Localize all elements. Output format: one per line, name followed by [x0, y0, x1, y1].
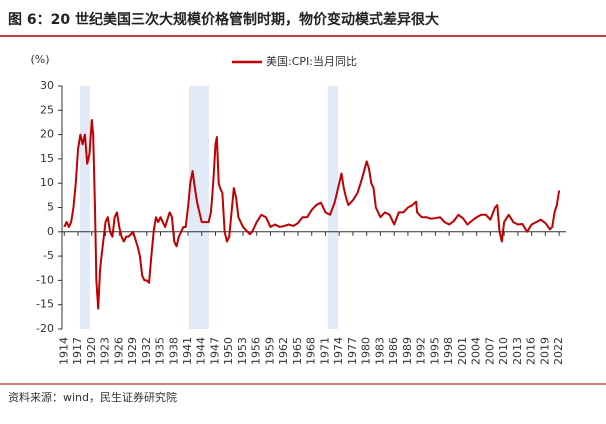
shaded-period [79, 86, 90, 329]
x-tick-label: 1986 [387, 337, 400, 365]
x-tick-label: 1962 [277, 337, 290, 365]
y-tick-label: -15 [36, 298, 54, 311]
legend-label: 美国:CPI:当月同比 [266, 54, 357, 68]
x-tick-label: 1923 [99, 337, 112, 365]
x-tick-label: 2010 [497, 337, 510, 365]
y-tick-label: 25 [40, 103, 54, 116]
x-tick-label: 2013 [511, 337, 524, 365]
x-tick-label: 1965 [291, 337, 304, 365]
y-axis-label: (%) [30, 53, 49, 66]
x-tick-label: 1971 [318, 337, 331, 365]
y-tick-label: -20 [36, 322, 54, 335]
x-tick-label: 1983 [373, 337, 386, 365]
x-tick-label: 1977 [346, 337, 359, 365]
x-tick-label: 2004 [470, 337, 483, 365]
x-tick-label: 1968 [305, 337, 318, 365]
source: 资料来源：wind，民生证券研究院 [8, 390, 177, 404]
x-tick-label: 1944 [195, 337, 208, 365]
chart-title: 图 6：20 世纪美国三次大规模价格管制时期，物价变动模式差异很大 [8, 11, 439, 28]
x-tick-label: 1917 [71, 337, 84, 365]
x-tick-label: 1935 [154, 337, 167, 365]
x-tick-label: 1956 [250, 337, 263, 365]
y-tick-label: 20 [40, 128, 54, 141]
x-tick-label: 1932 [140, 337, 153, 365]
x-tick-label: 1938 [167, 337, 180, 365]
x-tick-label: 1974 [332, 337, 345, 365]
x-tick-label: 1998 [442, 337, 455, 365]
x-tick-label: 1989 [401, 337, 414, 365]
x-tick-label: 1929 [126, 337, 139, 365]
y-tick-label: 5 [47, 201, 54, 214]
x-tick-label: 2022 [552, 337, 565, 365]
x-tick-label: 1914 [57, 337, 70, 365]
y-tick-label: -5 [43, 249, 54, 262]
x-tick-label: 1980 [360, 337, 373, 365]
x-tick-label: 1953 [236, 337, 249, 365]
x-tick-label: 2016 [525, 337, 538, 365]
y-tick-label: 15 [40, 152, 54, 165]
y-tick-label: -10 [36, 273, 54, 286]
x-tick-label: 1941 [181, 337, 194, 365]
x-tick-label: 2007 [483, 337, 496, 365]
x-tick-label: 1947 [208, 337, 221, 365]
x-tick-label: 1920 [85, 337, 98, 365]
x-tick-label: 2001 [456, 337, 469, 365]
x-tick-label: 1950 [222, 337, 235, 365]
y-tick-label: 10 [40, 176, 54, 189]
y-tick-label: 30 [40, 79, 54, 92]
x-tick-label: 2019 [538, 337, 551, 365]
cpi-line [63, 119, 561, 310]
x-tick-label: 1959 [263, 337, 276, 365]
x-tick-label: 1926 [112, 337, 125, 365]
y-tick-label: 0 [47, 225, 54, 238]
x-tick-label: 1992 [415, 337, 428, 365]
x-tick-label: 1995 [428, 337, 441, 365]
